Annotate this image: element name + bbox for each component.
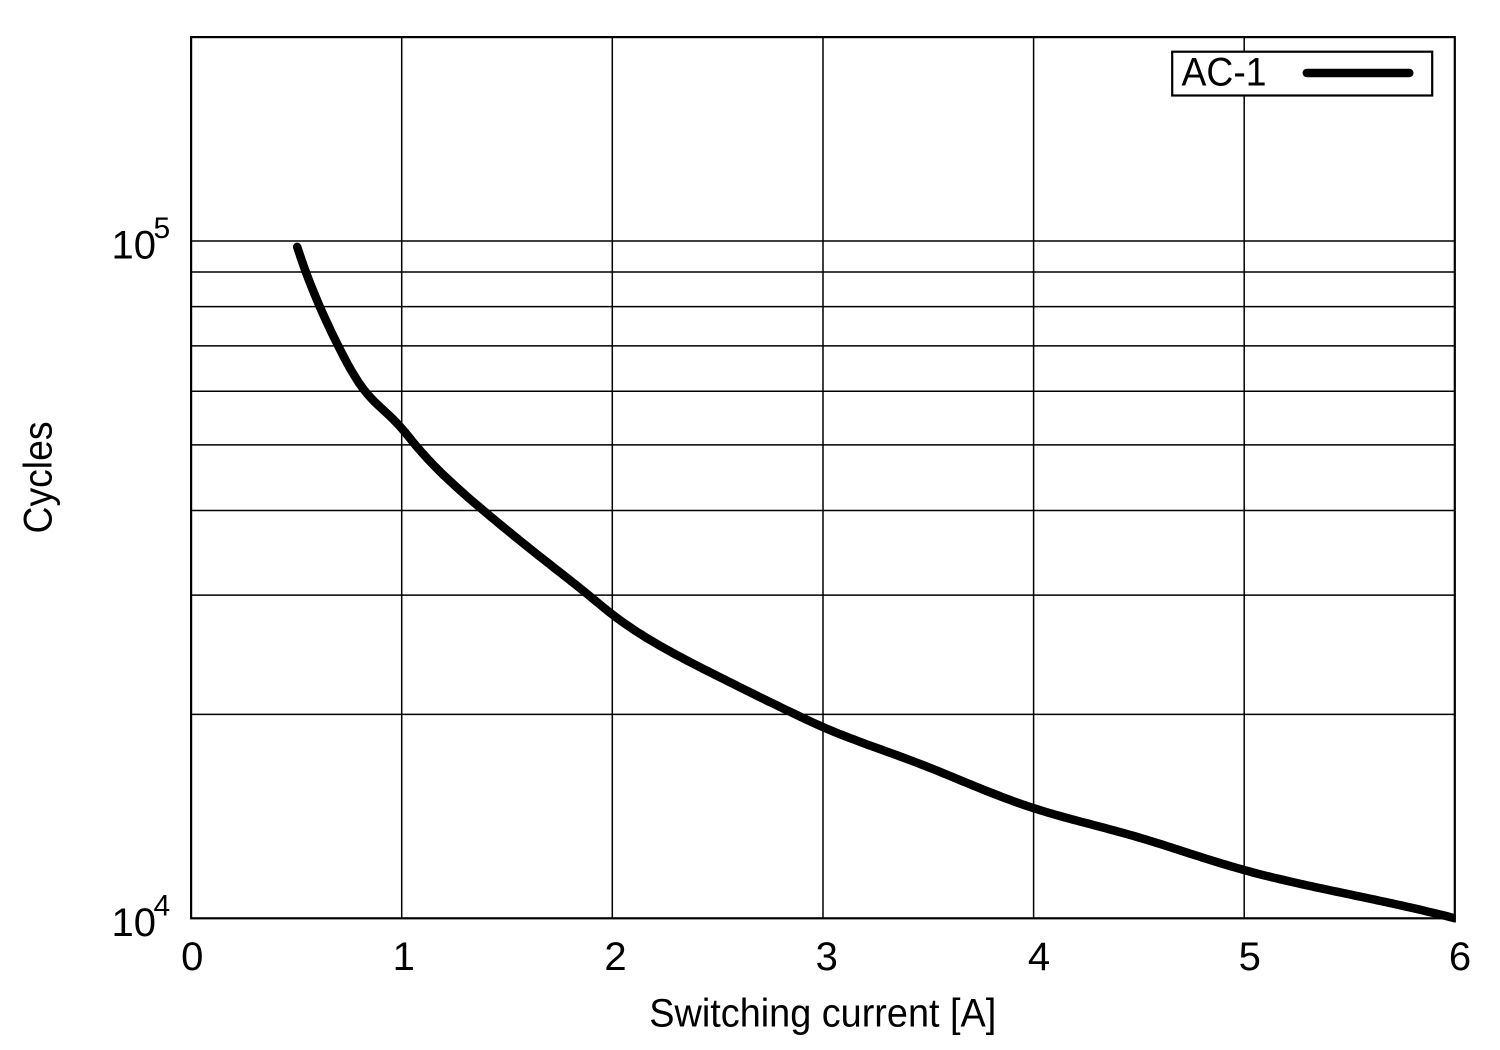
svg-text:Switching current [A]: Switching current [A] — [649, 991, 996, 1035]
svg-text:2: 2 — [604, 935, 626, 979]
svg-text:10: 10 — [112, 901, 157, 945]
svg-text:4: 4 — [1028, 935, 1050, 979]
svg-text:6: 6 — [1449, 935, 1471, 979]
svg-text:3: 3 — [816, 935, 838, 979]
svg-text:Cycles: Cycles — [17, 422, 61, 534]
svg-text:1: 1 — [393, 935, 415, 979]
svg-text:AC-1: AC-1 — [1182, 51, 1267, 95]
svg-text:4: 4 — [154, 889, 171, 922]
svg-text:0: 0 — [181, 935, 203, 979]
svg-text:5: 5 — [1239, 935, 1261, 979]
svg-text:10: 10 — [112, 224, 157, 268]
svg-text:5: 5 — [154, 212, 171, 245]
